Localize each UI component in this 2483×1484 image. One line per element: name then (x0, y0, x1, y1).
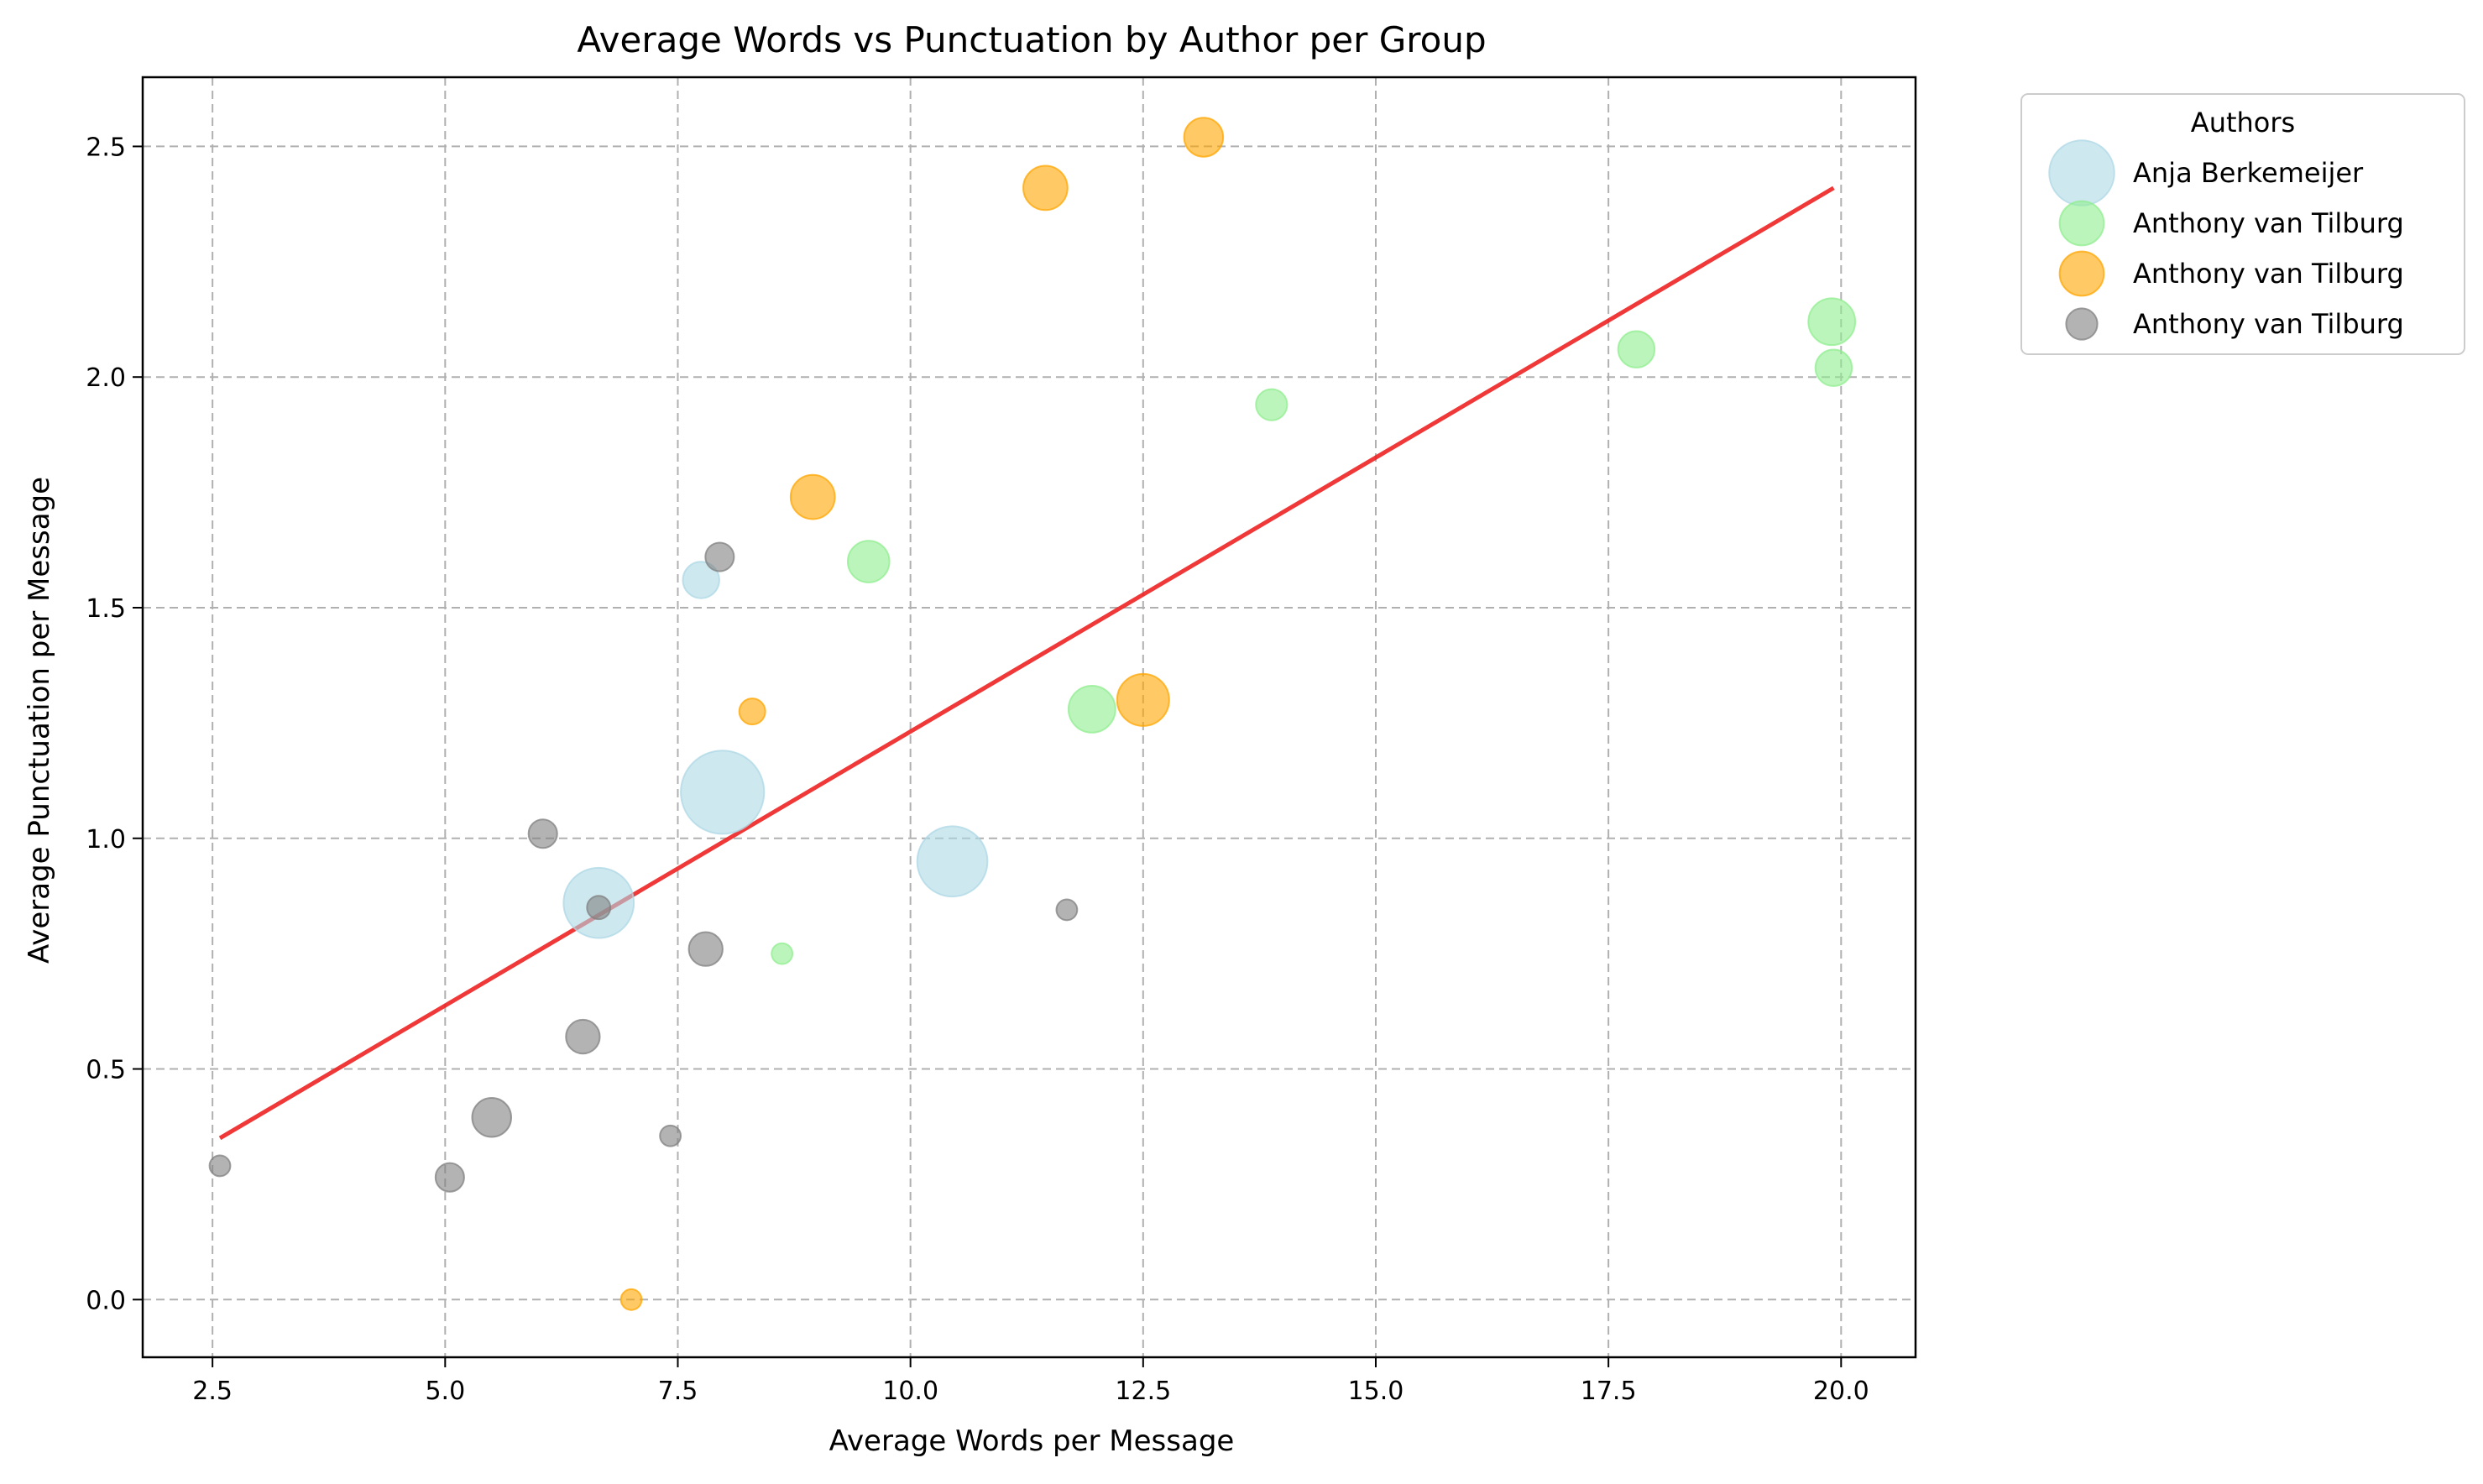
x-axis-label: Average Words per Message (829, 1424, 1235, 1458)
scatter-point (659, 1124, 682, 1147)
scatter-point (619, 1288, 643, 1311)
legend: Authors Anja Berkemeijer Anthony van Tilbu… (2020, 93, 2465, 355)
scatter-point (1807, 297, 1857, 347)
y-tick-label: 1.5 (86, 594, 126, 624)
y-tick-label: 2.0 (86, 363, 126, 393)
scatter-point (704, 541, 735, 572)
scatter-point (916, 825, 989, 898)
y-tick-label: 0.5 (86, 1056, 126, 1085)
scatter-point (586, 895, 612, 921)
scatter-point (1814, 348, 1853, 387)
grid-lines (143, 77, 1916, 1357)
x-tick-label: 2.5 (192, 1377, 233, 1406)
legend-entry-label: Anthony van Tilburg (2133, 308, 2404, 340)
scatter-point (1067, 684, 1116, 734)
x-tick-label: 10.0 (882, 1377, 938, 1406)
plot-area-frame (141, 76, 1917, 1359)
x-tick-label: 20.0 (1813, 1377, 1869, 1406)
scatter-point (1183, 117, 1225, 158)
legend-marker (2058, 200, 2105, 247)
scatter-point (1255, 388, 1289, 421)
x-tick-label: 15.0 (1348, 1377, 1404, 1406)
y-tick-label: 1.0 (86, 825, 126, 854)
legend-title: Authors (2191, 107, 2295, 138)
x-axis-ticks: 2.5 5.0 7.5 10.0 12.5 15.0 17.5 20.0 (192, 1357, 1869, 1406)
scatter-point (434, 1162, 465, 1193)
scatter-point (789, 473, 836, 520)
scatter-point (771, 942, 794, 965)
data-points (208, 117, 1857, 1311)
legend-entry-label: Anthony van Tilburg (2133, 258, 2404, 290)
legend-box (2020, 93, 2465, 355)
scatter-point (527, 818, 558, 849)
scatter-point (565, 1018, 601, 1055)
scatter-point (1055, 898, 1079, 922)
legend-entry-label: Anthony van Tilburg (2133, 207, 2404, 239)
legend-entry-label: Anja Berkemeijer (2133, 157, 2364, 189)
trend-line (218, 186, 1835, 1141)
y-axis-label: Average Punctuation per Message (23, 477, 56, 964)
y-axis-ticks: 0.0 0.5 1.0 1.5 2.0 2.5 (86, 133, 143, 1315)
scatter-point (1116, 672, 1170, 727)
x-tick-label: 5.0 (425, 1377, 465, 1406)
scatter-point (208, 1154, 232, 1178)
scatter-point (471, 1096, 512, 1138)
legend-marker (2048, 139, 2115, 206)
legend-marker (2058, 250, 2105, 297)
scatter-point (687, 931, 724, 967)
trendline-group (218, 186, 1835, 1141)
chart-title: Average Words vs Punctuation by Author p… (577, 19, 1486, 60)
x-tick-label: 17.5 (1581, 1377, 1637, 1406)
scatter-point (680, 750, 766, 835)
scatter-point (1617, 330, 1656, 368)
scatter-point (846, 540, 891, 583)
scatter-point (738, 698, 766, 726)
x-tick-label: 12.5 (1115, 1377, 1171, 1406)
scatter-point (682, 561, 720, 599)
x-tick-label: 7.5 (658, 1377, 698, 1406)
legend-marker (2065, 307, 2099, 341)
scatter-point (1022, 165, 1069, 212)
y-tick-label: 0.0 (86, 1286, 126, 1315)
y-tick-label: 2.5 (86, 133, 126, 162)
